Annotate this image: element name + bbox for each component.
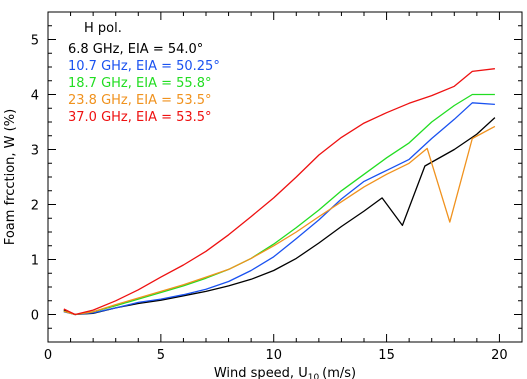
legend-entry-2: 10.7 GHz, EIA = 50.25° xyxy=(68,59,220,74)
y-axis-label: Foam frcction, W (%) xyxy=(3,109,18,245)
y-tick-label: 5 xyxy=(31,34,39,49)
y-tick-label: 4 xyxy=(31,89,39,104)
legend-entry-5: 37.0 GHz, EIA = 53.5° xyxy=(68,110,212,125)
x-tick-label: 20 xyxy=(491,348,508,363)
series-line-4 xyxy=(63,125,496,316)
axis-ticks xyxy=(47,11,523,343)
x-tick-label: 0 xyxy=(44,348,52,363)
x-tick-label: 15 xyxy=(378,348,395,363)
x-tick-label: 10 xyxy=(265,348,282,363)
series-line-2 xyxy=(63,102,495,316)
series-line-3 xyxy=(63,93,495,316)
y-tick-label: 0 xyxy=(31,309,39,324)
x-tick-label: 5 xyxy=(157,348,165,363)
y-tick-label: 2 xyxy=(31,199,39,214)
legend-title: H pol. xyxy=(84,21,122,36)
legend-entry-1: 6.8 GHz, EIA = 54.0° xyxy=(68,42,203,57)
y-tick-label: 3 xyxy=(31,144,39,159)
plot-lines xyxy=(63,68,496,316)
legend-entry-4: 23.8 GHz, EIA = 53.5° xyxy=(68,93,212,108)
y-tick-label: 1 xyxy=(31,254,39,269)
series-line-5 xyxy=(63,68,495,316)
x-axis-label: Wind speed, U10 (m/s) xyxy=(214,366,356,379)
legend-entry-3: 18.7 GHz, EIA = 55.8° xyxy=(68,76,212,91)
legend: H pol. 6.8 GHz, EIA = 54.0° 10.7 GHz, EIA… xyxy=(68,21,220,125)
axis-tick-labels: 0 5 10 15 20 0 1 2 3 4 5 xyxy=(31,34,508,364)
